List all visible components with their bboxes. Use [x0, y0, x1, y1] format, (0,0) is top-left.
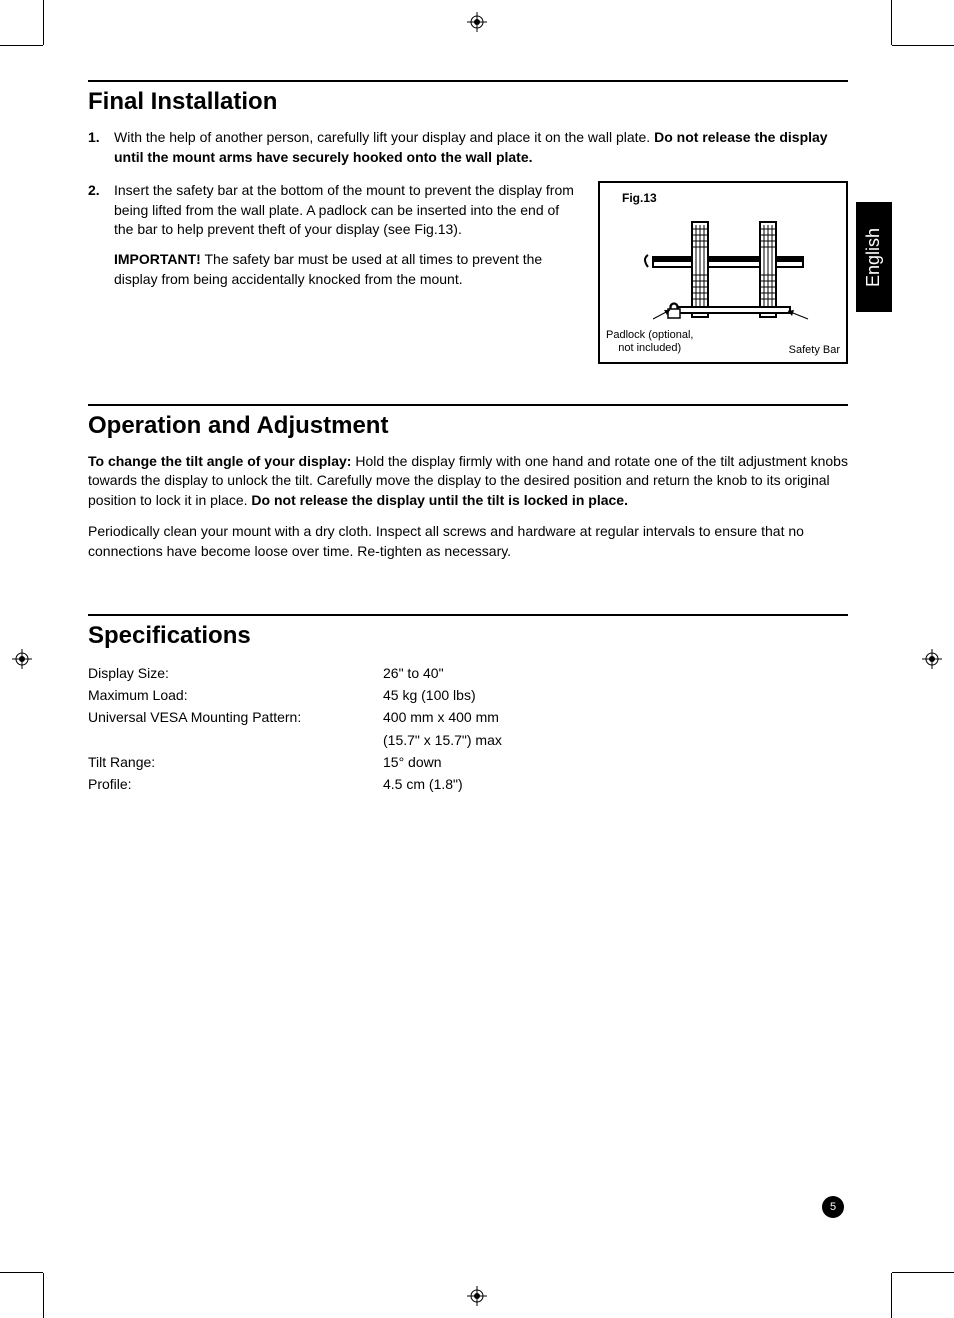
figure-13: Fig.13: [598, 181, 848, 363]
registration-mark-icon: [467, 1286, 487, 1306]
figure-label: Fig.13: [622, 191, 840, 205]
figure-caption-padlock: Padlock (optional, not included): [606, 329, 693, 355]
spec-value: 45 kg (100 lbs): [383, 684, 848, 706]
crop-mark: [891, 1273, 892, 1318]
operation-para-2: Periodically clean your mount with a dry…: [88, 522, 848, 561]
spec-label: Tilt Range:: [88, 751, 383, 773]
crop-mark: [43, 1273, 44, 1318]
registration-mark-icon: [12, 649, 32, 669]
caption-line: Padlock (optional,: [606, 329, 693, 341]
list-item: 1. With the help of another person, care…: [88, 128, 848, 167]
page-number-badge: 5: [822, 1196, 844, 1218]
spec-value: 4.5 cm (1.8"): [383, 773, 848, 795]
crop-mark: [892, 45, 954, 46]
spec-value: 400 mm x 400 mm (15.7" x 15.7") max: [383, 706, 848, 751]
crop-mark: [891, 0, 892, 45]
language-tab: English: [856, 202, 892, 312]
mount-diagram-icon: [608, 207, 838, 327]
section-rule: [88, 614, 848, 616]
crop-mark: [0, 1272, 43, 1273]
list-text: With the help of another person, careful…: [114, 128, 848, 167]
section-title-specifications: Specifications: [88, 622, 848, 650]
two-column-row: 2. Insert the safety bar at the bottom o…: [88, 181, 848, 363]
section-rule: [88, 80, 848, 82]
operation-para-1: To change the tilt angle of your display…: [88, 452, 848, 511]
spec-row: Display Size: 26" to 40": [88, 662, 848, 684]
caption-line: not included): [618, 342, 681, 354]
spec-row: Tilt Range: 15° down: [88, 751, 848, 773]
section-title-final-installation: Final Installation: [88, 88, 848, 116]
crop-mark: [0, 45, 43, 46]
list-text: Insert the safety bar at the bottom of t…: [114, 181, 578, 289]
spec-label: Universal VESA Mounting Pattern:: [88, 706, 383, 751]
text-span: Insert the safety bar at the bottom of t…: [114, 182, 574, 237]
spec-label: Display Size:: [88, 662, 383, 684]
figure-caption-safety-bar: Safety Bar: [789, 344, 840, 356]
page-number: 5: [830, 1201, 836, 1213]
language-tab-label: English: [864, 227, 885, 286]
list-number: 1.: [88, 128, 104, 167]
spec-value: 15° down: [383, 751, 848, 773]
spec-row: Universal VESA Mounting Pattern: 400 mm …: [88, 706, 848, 751]
registration-mark-icon: [467, 12, 487, 32]
list-number: 2.: [88, 181, 104, 289]
text-bold: To change the tilt angle of your display…: [88, 453, 351, 469]
registration-mark-icon: [922, 649, 942, 669]
text-bold: Do not release the display until the til…: [251, 492, 628, 508]
spec-label: Maximum Load:: [88, 684, 383, 706]
specifications-table: Display Size: 26" to 40" Maximum Load: 4…: [88, 662, 848, 796]
spec-value: 26" to 40": [383, 662, 848, 684]
section-title-operation: Operation and Adjustment: [88, 412, 848, 440]
crop-mark: [892, 1272, 954, 1273]
page-content: Final Installation 1. With the help of a…: [88, 80, 848, 796]
spec-row: Profile: 4.5 cm (1.8"): [88, 773, 848, 795]
section-rule: [88, 404, 848, 406]
text-span: With the help of another person, careful…: [114, 129, 654, 145]
list-item: 2. Insert the safety bar at the bottom o…: [88, 181, 578, 289]
important-label: IMPORTANT!: [114, 251, 201, 267]
spec-label: Profile:: [88, 773, 383, 795]
crop-mark: [43, 0, 44, 45]
spec-row: Maximum Load: 45 kg (100 lbs): [88, 684, 848, 706]
